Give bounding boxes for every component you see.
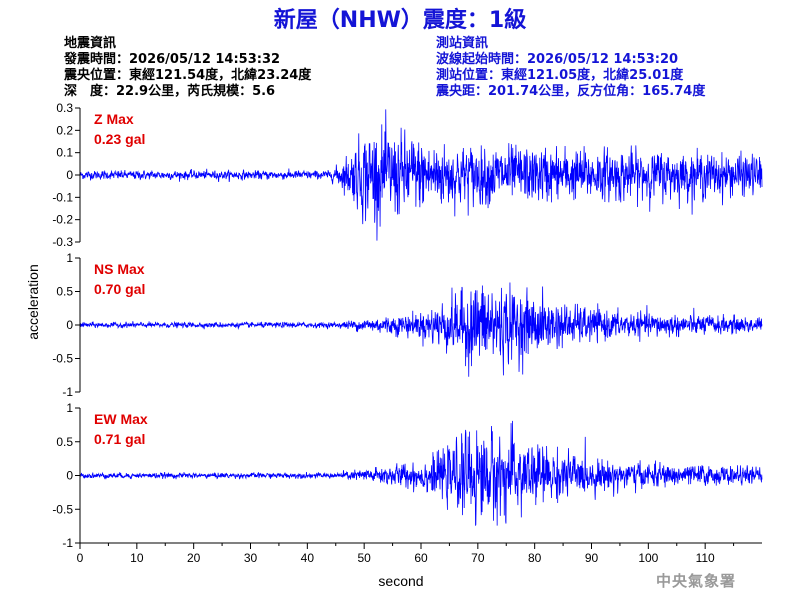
x-tick-label: 20	[187, 551, 201, 565]
y-tick-label: -0.1	[52, 190, 73, 204]
trace-ew	[79, 420, 763, 526]
trace-z	[79, 109, 763, 241]
y-tick-label: -0.5	[52, 352, 73, 366]
y-tick-label: -0.3	[52, 235, 73, 249]
epicenter: 震央位置：東經121.54度，北緯23.24度	[64, 68, 312, 83]
max-value-z: 0.23 gal	[94, 131, 145, 147]
x-tick-label: 60	[414, 551, 428, 565]
y-tick-label: -1	[62, 385, 73, 399]
x-tick-label: 10	[130, 551, 144, 565]
x-tick-label: 100	[638, 551, 658, 565]
quake-info-heading: 地震資訊	[64, 36, 117, 51]
y-tick-label: 0.2	[56, 123, 73, 137]
y-tick-label: -1	[62, 536, 73, 550]
x-tick-label: 40	[301, 551, 315, 565]
y-tick-label: 0.5	[56, 435, 73, 449]
agency-credit: 中央氣象署	[656, 572, 737, 590]
wave-start-time: 波線起始時間：2026/05/12 14:53:20	[436, 52, 679, 67]
max-value-ew: 0.71 gal	[94, 431, 145, 447]
max-label-z: Z Max	[94, 111, 134, 127]
page-title: 新屋（NHW）震度：1級	[273, 8, 527, 33]
x-tick-label: 50	[357, 551, 371, 565]
y-tick-label: -0.5	[52, 502, 73, 516]
epicentral-distance: 震央距：201.74公里，反方位角：165.74度	[436, 84, 706, 99]
y-tick-label: 0.5	[56, 285, 73, 299]
station-location: 測站位置：東經121.05度，北緯25.01度	[436, 68, 684, 83]
max-value-ns: 0.70 gal	[94, 281, 145, 297]
x-tick-label: 80	[528, 551, 542, 565]
y-tick-label: 1	[66, 251, 73, 265]
y-tick-label: 1	[66, 401, 73, 415]
quake-info: 地震資訊 發震時間：2026/05/12 14:53:32 震央位置：東經121…	[64, 36, 311, 100]
y-tick-label: 0.1	[56, 146, 73, 160]
origin-time: 發震時間：2026/05/12 14:53:32	[64, 52, 281, 67]
y-tick-label: -0.2	[52, 213, 73, 227]
trace-ns	[79, 282, 763, 377]
x-tick-label: 90	[585, 551, 599, 565]
y-tick-label: 0	[66, 168, 73, 182]
y-tick-label: 0.3	[56, 101, 73, 115]
y-tick-label: 0	[66, 469, 73, 483]
station-info-heading: 測站資訊	[436, 36, 489, 51]
y-axis-label: acceleration	[25, 264, 41, 340]
y-tick-label: 0	[66, 318, 73, 332]
station-info: 測站資訊 波線起始時間：2026/05/12 14:53:20 測站位置：東經1…	[436, 36, 705, 100]
x-tick-label: 110	[696, 551, 715, 565]
max-label-ew: EW Max	[94, 411, 148, 427]
x-tick-label: 70	[471, 551, 485, 565]
depth-magnitude: 深 度：22.9公里，芮氏規模：5.6	[64, 84, 276, 99]
max-label-ns: NS Max	[94, 261, 145, 277]
x-tick-label: 0	[77, 551, 84, 565]
x-tick-label: 30	[244, 551, 258, 565]
x-axis-label: second	[378, 573, 423, 589]
